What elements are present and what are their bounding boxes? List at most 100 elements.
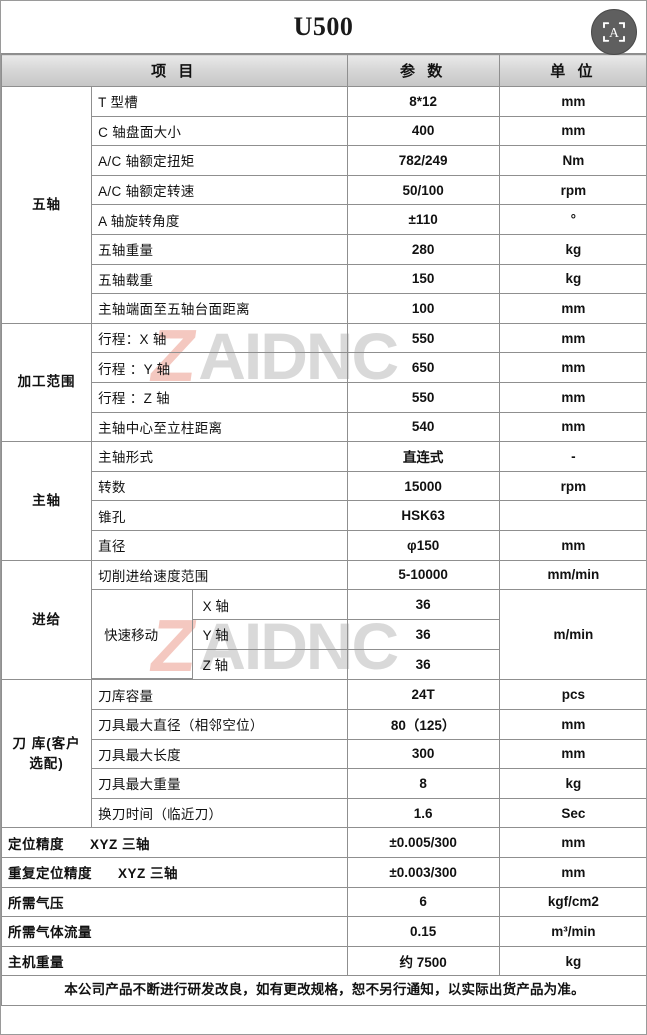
table-row: C 轴盘面大小 400 mm [2,115,646,147]
table-row: 主轴中心至立柱距离 540 mm [2,411,646,443]
spec-item-unit: rpm [498,470,646,502]
table-row-rapid-traverse: 快速移动 X 轴 36 Y 轴 36 Z 轴 36 [2,589,646,681]
axis-label: Z 轴 [192,649,348,679]
spec-item-unit: mm [498,529,646,561]
table-row: 直径 φ150 mm [2,529,646,561]
spec-item-unit: Sec [498,797,646,829]
table-row: 刀具最大直径（相邻空位） 80（125） mm [2,708,646,740]
spec-item-unit: mm/min [498,559,646,591]
axis-label: Y 轴 [192,619,348,650]
spec-item-label: 行程 ：Y 轴 [91,352,348,383]
spec-item-unit: kg [498,233,646,265]
wide-label-primary: 主机重量 [8,955,64,971]
wide-label-secondary: XYZ 三轴 [90,836,151,852]
wide-label-primary: 重复定位精度 [8,866,92,882]
spec-item-label: 主轴中心至立柱距离 [91,411,348,443]
spec-item-value: 650 [346,352,500,383]
spec-item-unit: mm [498,856,646,888]
spec-item-unit: mm [498,738,646,770]
spec-item-unit: kg [498,263,646,295]
spec-item-value: 直连式 [346,441,500,472]
spec-item-label: A 轴旋转角度 [91,204,348,235]
svg-text:A: A [609,25,619,40]
spec-item-value: HSK63 [346,500,500,531]
spec-item-label: 主轴端面至五轴台面距离 [91,293,348,324]
table-row: 五轴 T 型槽 8*12 mm [1,86,646,324]
spec-item-unit [498,500,646,531]
spec-item-value: 280 [346,233,500,265]
table-row: 重复定位精度 XYZ 三轴 ±0.003/300 mm [1,856,646,888]
spec-item-unit: mm [498,322,646,354]
spec-item-value: ±0.005/300 [346,827,500,858]
axis-value: 36 [347,619,499,650]
wide-label-primary: 定位精度 [8,836,64,852]
rapid-traverse-block: 快速移动 X 轴 36 Y 轴 36 Z 轴 36 [91,589,500,681]
table-row: 刀 库(客户选配) 刀库容量 24T pcs [1,679,646,829]
spec-item-value: 1.6 [346,797,500,829]
table-row: 主轴端面至五轴台面距离 100 mm [2,293,646,324]
table-row: 所需气压 6 kgf/cm2 [1,886,646,918]
group-label-machining-range: 加工范围 [1,322,93,443]
spec-item-unit: mm [498,293,646,324]
spec-item-label: A/C 轴额定扭矩 [91,145,348,176]
spec-item-value: ±0.003/300 [346,856,500,888]
spec-item-label: 切削进给速度范围 [91,559,348,591]
axis-value: 36 [347,590,499,621]
spec-item-label-positioning-accuracy: 定位精度 XYZ 三轴 [1,827,348,858]
spec-item-unit: ° [498,204,646,235]
spec-item-label: 刀库容量 [91,679,348,710]
spec-item-label-repeat-positioning-accuracy: 重复定位精度 XYZ 三轴 [1,856,348,888]
spec-item-value: 550 [346,381,500,413]
spec-item-label: 转数 [91,470,348,502]
spec-item-unit: - [498,441,646,472]
spec-item-value: φ150 [346,529,500,561]
spec-item-unit: kg [498,945,646,977]
spec-item-label: 刀具最大重量 [91,768,348,799]
table-row: 进给 切削进给速度范围 5-10000 mm/min [1,559,646,681]
table-row: 主轴 主轴形式 直连式 - [1,441,646,561]
group-label-five-axis: 五轴 [1,86,93,324]
table-row: 加工范围 行程：X 轴 550 mm [1,322,646,443]
spec-item-value: 100 [346,293,500,324]
table-row: 换刀时间（临近刀） 1.6 Sec [2,797,646,829]
specification-table: 项 目 参 数 单 位 五轴 T 型槽 8*12 mm C 轴盘面大小 400 … [1,54,646,1006]
text-scan-icon[interactable]: A [591,9,637,55]
table-header-row: 项 目 参 数 单 位 [1,54,646,87]
group-label-tool-magazine: 刀 库(客户选配) [1,679,93,829]
rapid-traverse-unit: m/min [498,589,646,681]
table-row: A/C 轴额定转速 50/100 rpm [2,174,646,206]
table-footnote-row: 本公司产品不断进行研发改良，如有更改规格，恕不另行通知，以实际出货产品为准。 [1,975,646,1006]
spec-item-label: 锥孔 [91,500,348,531]
wide-label-primary: 所需气体流量 [8,925,92,941]
spec-item-label: 五轴载重 [91,263,348,295]
spec-item-label: 刀具最大长度 [91,738,348,770]
spec-item-value: 400 [346,115,500,147]
spec-item-value: 8*12 [346,86,500,117]
spec-item-value: 782/249 [346,145,500,176]
table-row: 所需气体流量 0.15 m³/min [1,916,646,947]
spec-item-label-air-pressure: 所需气压 [1,886,348,918]
disclaimer-note: 本公司产品不断进行研发改良，如有更改规格，恕不另行通知，以实际出货产品为准。 [1,975,646,1006]
table-row: 五轴载重 150 kg [2,263,646,295]
spec-item-unit: pcs [498,679,646,710]
table-row: Y 轴 36 [92,619,499,650]
axis-value: 36 [415,656,431,672]
spec-item-label: 换刀时间（临近刀） [91,797,348,829]
table-row: Z 轴 36 [92,649,499,679]
axis-label: X 轴 [192,590,348,621]
table-row: A/C 轴额定扭矩 782/249 Nm [2,145,646,176]
spec-item-unit: mm [498,115,646,147]
spec-item-value: 15000 [346,470,500,502]
spec-item-unit: kg [498,768,646,799]
rapid-traverse-table: 快速移动 X 轴 36 Y 轴 36 Z 轴 36 [92,590,499,680]
page-title: U500 [293,12,354,41]
spec-item-value: 约 7500 [346,945,500,977]
title-bar: U500 [1,1,646,54]
spec-item-unit: rpm [498,174,646,206]
rapid-traverse-label: 快速移动 [92,590,193,680]
table-row: 快速移动 X 轴 36 [92,590,499,680]
spec-item-unit: Nm [498,145,646,176]
spec-item-label: T 型槽 [91,86,348,117]
spec-item-unit: mm [498,352,646,383]
group-label-feed: 进给 [1,559,93,681]
